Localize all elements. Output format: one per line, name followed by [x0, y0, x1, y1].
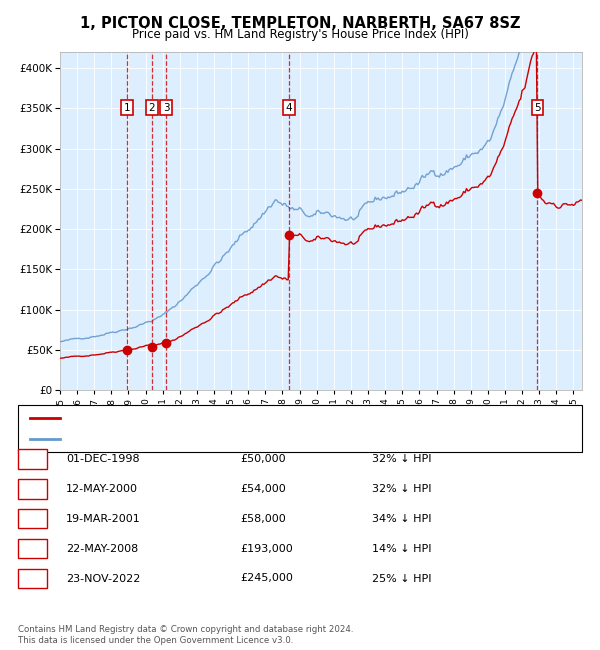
Text: £50,000: £50,000 — [240, 454, 286, 464]
Text: 4: 4 — [29, 543, 36, 554]
Text: 3: 3 — [29, 514, 36, 524]
Text: 1: 1 — [124, 103, 130, 112]
Text: £193,000: £193,000 — [240, 543, 293, 554]
Text: This data is licensed under the Open Government Licence v3.0.: This data is licensed under the Open Gov… — [18, 636, 293, 645]
Text: HPI: Average price, detached house, Pembrokeshire: HPI: Average price, detached house, Pemb… — [69, 434, 339, 444]
Text: 3: 3 — [163, 103, 170, 112]
Text: £245,000: £245,000 — [240, 573, 293, 584]
Text: 32% ↓ HPI: 32% ↓ HPI — [372, 454, 431, 464]
Text: £58,000: £58,000 — [240, 514, 286, 524]
Text: 01-DEC-1998: 01-DEC-1998 — [66, 454, 140, 464]
Text: 2: 2 — [29, 484, 36, 494]
Text: 4: 4 — [286, 103, 292, 112]
Text: 2: 2 — [148, 103, 155, 112]
Text: 19-MAR-2001: 19-MAR-2001 — [66, 514, 141, 524]
Text: 14% ↓ HPI: 14% ↓ HPI — [372, 543, 431, 554]
Text: 1, PICTON CLOSE, TEMPLETON, NARBERTH, SA67 8SZ (detached house): 1, PICTON CLOSE, TEMPLETON, NARBERTH, SA… — [69, 413, 443, 423]
Text: 22-MAY-2008: 22-MAY-2008 — [66, 543, 138, 554]
Text: Contains HM Land Registry data © Crown copyright and database right 2024.: Contains HM Land Registry data © Crown c… — [18, 625, 353, 634]
Text: £54,000: £54,000 — [240, 484, 286, 494]
Text: 25% ↓ HPI: 25% ↓ HPI — [372, 573, 431, 584]
Text: 1: 1 — [29, 454, 36, 464]
Text: Price paid vs. HM Land Registry's House Price Index (HPI): Price paid vs. HM Land Registry's House … — [131, 28, 469, 41]
Text: 32% ↓ HPI: 32% ↓ HPI — [372, 484, 431, 494]
Text: 5: 5 — [534, 103, 541, 112]
Text: 5: 5 — [29, 573, 36, 584]
Text: 12-MAY-2000: 12-MAY-2000 — [66, 484, 138, 494]
Text: 1, PICTON CLOSE, TEMPLETON, NARBERTH, SA67 8SZ: 1, PICTON CLOSE, TEMPLETON, NARBERTH, SA… — [80, 16, 520, 31]
Text: 34% ↓ HPI: 34% ↓ HPI — [372, 514, 431, 524]
Text: 23-NOV-2022: 23-NOV-2022 — [66, 573, 140, 584]
